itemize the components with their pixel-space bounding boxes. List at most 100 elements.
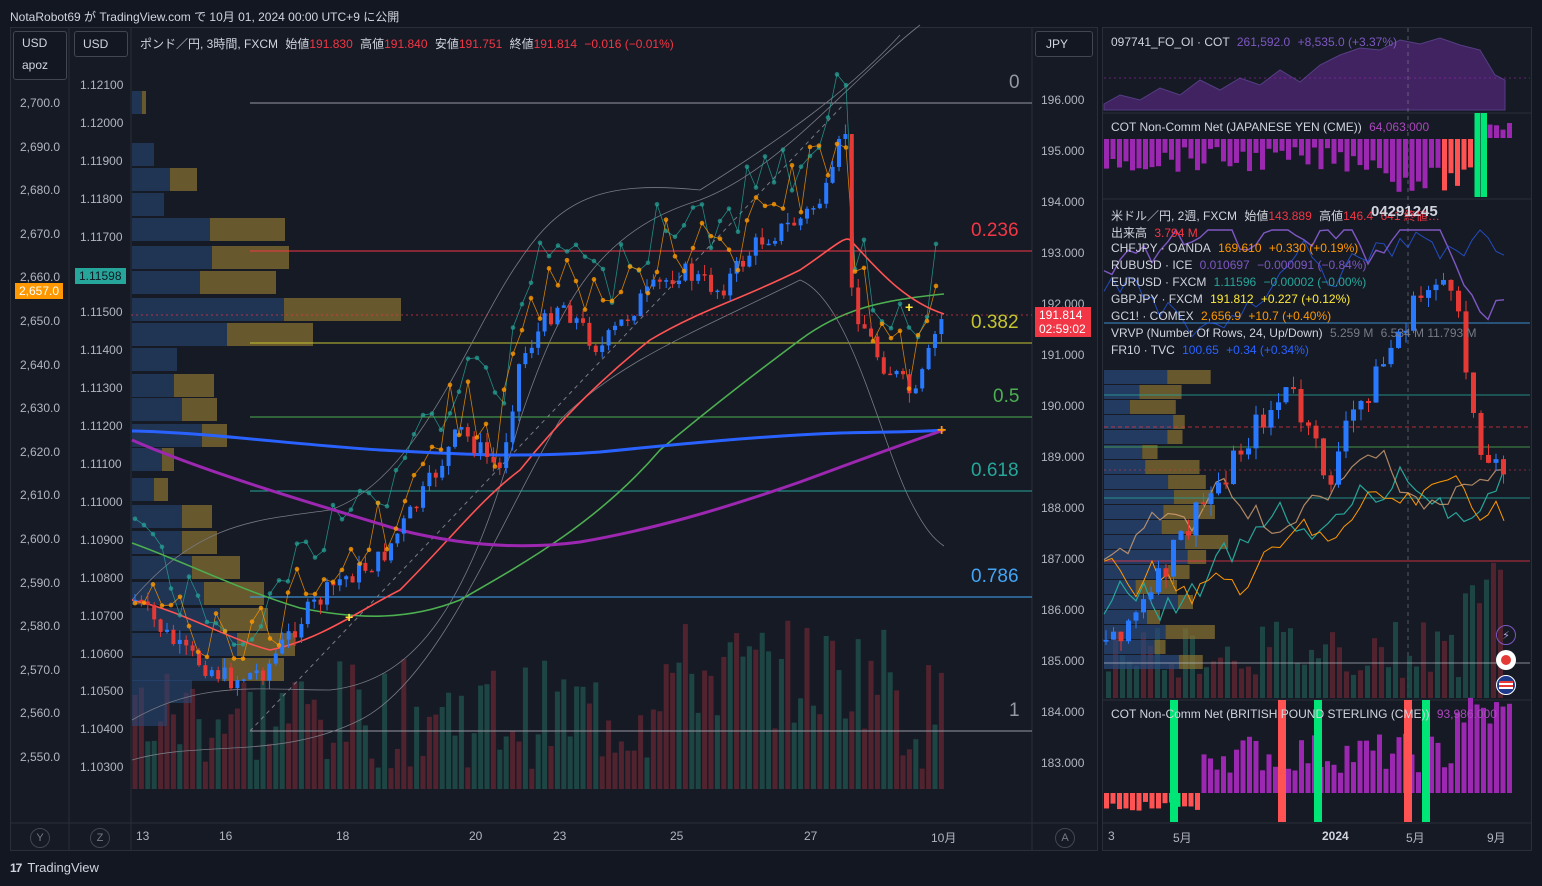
open-label: 始値	[285, 37, 310, 51]
overlay-legend-row[interactable]: CHFJPY · OANDA 169.610 +0.330 (+0.19%)	[1111, 241, 1358, 255]
outer-tick-label: 2,580.0	[20, 619, 61, 634]
main-symbol[interactable]: ポンド／円, 3時間, FXCM	[140, 37, 279, 51]
outer-scale-sub: apoz	[22, 58, 49, 72]
y-scale-button[interactable]: Y	[30, 828, 50, 848]
right-tick-label: 196.000	[1041, 93, 1085, 107]
inner-price-badge: 1.11598	[75, 268, 126, 284]
overlay-legend-row[interactable]: VRVP (Number Of Rows, 24, Up/Down) 5.259…	[1111, 326, 1477, 340]
candles	[132, 72, 944, 696]
gbp-cot-title[interactable]: COT Non-Comm Net (BRITISH POUND STERLING…	[1111, 707, 1430, 721]
usdjpy-open-label: 始値	[1244, 209, 1269, 223]
overlay-name: GC1! · COMEX	[1111, 309, 1194, 323]
z-scale-button[interactable]: Z	[90, 828, 110, 848]
overlay-name: EURUSD · FXCM	[1111, 275, 1207, 289]
inner-tick-label: 1.11500	[80, 305, 123, 320]
secondary-time-tick: 5月	[1406, 831, 1425, 845]
japan-flag-icon[interactable]	[1496, 650, 1516, 670]
overlay-value: 100.65	[1178, 343, 1219, 357]
inner-tick-label: 1.11200	[80, 419, 123, 434]
usdjpy-high-label: 高値	[1319, 209, 1344, 223]
usdjpy-legend: 米ドル／円, 2週, FXCM 始値143.889 高値146.4 641 終値…	[1111, 207, 1440, 224]
current-price: 191.814	[1039, 308, 1083, 322]
overlay-legend-row[interactable]: RUBUSD · ICE 0.010697 −0.000091 (−0.84%)	[1111, 258, 1367, 272]
time-tick-label: 27	[804, 829, 818, 843]
overlay-name: CHFJPY · OANDA	[1111, 241, 1211, 255]
outer-tick-label: 2,680.0	[20, 183, 61, 198]
outer-tick-label: 2,560.0	[20, 706, 61, 721]
inner-tick-label: 1.11400	[80, 343, 123, 358]
outer-scale-currency: USD	[22, 36, 48, 50]
overlay-legend-row[interactable]: GBPJPY · FXCM 191.812 +0.227 (+0.12%)	[1111, 292, 1350, 306]
overlay-change: +0.330 (+0.19%)	[1265, 241, 1359, 255]
lightning-icon[interactable]: ⚡	[1496, 625, 1516, 645]
svg-text:+: +	[905, 299, 913, 315]
yen-cot-legend: COT Non-Comm Net (JAPANESE YEN (CME)) 64…	[1111, 120, 1429, 134]
usdjpy-high: 146.4	[1343, 209, 1374, 223]
yen-cot-title[interactable]: COT Non-Comm Net (JAPANESE YEN (CME))	[1111, 120, 1362, 134]
overlay-change: +10.7 (+0.40%)	[1245, 309, 1332, 323]
footer-brand: TradingView	[27, 860, 99, 875]
outer-tick-label: 2,660.0	[20, 270, 61, 285]
overlay-name: GBPJPY · FXCM	[1111, 292, 1203, 306]
fib-label-0236: 0.236	[971, 220, 1019, 241]
volume-value: 3.794 M	[1154, 226, 1198, 240]
inner-tick-label: 1.10500	[80, 684, 124, 699]
oi-value: 261,592.0	[1236, 35, 1291, 49]
inner-tick-label: 1.10300	[80, 760, 124, 775]
outer-tick-label: 2,590.0	[20, 575, 61, 590]
outer-tick-label: 2,670.0	[20, 226, 61, 241]
gbp-cot-bars	[1104, 697, 1512, 822]
overlay-change: 6.534 M 11.793 M	[1377, 326, 1477, 340]
low-value: 191.751	[458, 37, 503, 51]
outer-tick-label: 2,630.0	[20, 401, 61, 416]
inner-tick-label: 1.12000	[80, 115, 124, 130]
footer-branding[interactable]: 17 TradingView	[10, 860, 99, 875]
overlay-value: 2,656.9	[1197, 309, 1242, 323]
gbp-cot-value: 93,986.000	[1436, 707, 1497, 721]
overlay-change: −0.000091 (−0.84%)	[1253, 258, 1367, 272]
right-tick-label: 195.000	[1041, 144, 1085, 158]
volume-legend: 出来高 3.794 M	[1111, 224, 1198, 241]
right-tick-label: 193.000	[1041, 246, 1085, 260]
fib-label-0382: 0.382	[971, 312, 1019, 333]
right-tick-label: 187.000	[1041, 552, 1085, 566]
time-tick-label: 13	[136, 829, 150, 843]
overlay-legend-row[interactable]: GC1! · COMEX 2,656.9 +10.7 (+0.40%)	[1111, 309, 1331, 323]
usdjpy-symbol[interactable]: 米ドル／円, 2週, FXCM	[1111, 209, 1238, 223]
outer-tick-label: 2,650.0	[20, 314, 61, 328]
oi-title[interactable]: 097741_FO_OI · COT	[1111, 35, 1230, 49]
inner-tick-label: 1.11100	[80, 457, 122, 471]
overlay-value: 191.812	[1206, 292, 1254, 306]
inner-tick-label: 1.10400	[80, 722, 124, 737]
overlay-legend-row[interactable]: FR10 · TVC 100.65 +0.34 (+0.34%)	[1111, 343, 1309, 357]
inner-scale-currency[interactable]: USD	[74, 31, 128, 57]
svg-text:+: +	[937, 422, 946, 439]
outer-tick-label: 2,550.0	[20, 750, 61, 764]
overlay-legend-row[interactable]: EURUSD · FXCM 1.11596 −0.00002 (−0.00%)	[1111, 275, 1366, 289]
time-tick-label: 18	[336, 829, 350, 843]
auto-scale-button[interactable]: A	[1055, 828, 1075, 848]
usa-flag-icon[interactable]	[1496, 675, 1516, 695]
overlay-value: 5.259 M	[1326, 326, 1374, 340]
overlay-value: 0.010697	[1196, 258, 1250, 272]
overlay-name: FR10 · TVC	[1111, 343, 1175, 357]
right-scale-currency[interactable]: JPY	[1035, 31, 1093, 57]
overlay-value: 169.610	[1214, 241, 1262, 255]
gbp-cot-legend: COT Non-Comm Net (BRITISH POUND STERLING…	[1111, 707, 1497, 721]
outer-scale-selector[interactable]: USD apoz	[13, 31, 67, 80]
main-legend: ポンド／円, 3時間, FXCM 始値191.830 高値191.840 安値1…	[140, 35, 674, 52]
svg-text:+: +	[345, 609, 353, 625]
right-price-badge: 191.814 02:59:02	[1035, 307, 1091, 337]
yen-cot-value: 64,063.000	[1369, 120, 1430, 134]
usdjpy-big-overlay: 04291245	[1371, 203, 1438, 220]
outer-tick-label: 2,700.0	[20, 96, 61, 110]
time-tick-label: 23	[553, 829, 567, 843]
overlay-name: VRVP (Number Of Rows, 24, Up/Down)	[1111, 326, 1323, 340]
fib-label-0786: 0.786	[971, 566, 1019, 587]
low-label: 安値	[434, 37, 459, 51]
time-tick-label: 10月	[931, 831, 957, 845]
yen-cot-bars	[1104, 113, 1512, 197]
inner-tick-label: 1.12100	[80, 78, 124, 92]
fib-label-0: 0	[1009, 72, 1020, 93]
